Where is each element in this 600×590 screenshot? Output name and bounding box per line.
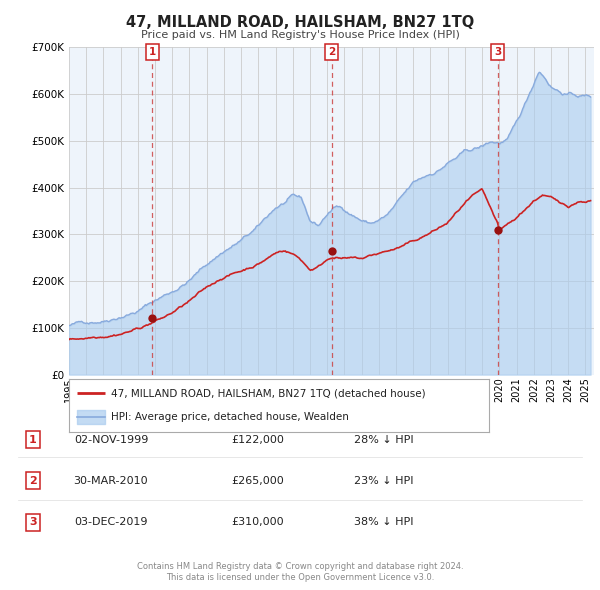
Text: Contains HM Land Registry data © Crown copyright and database right 2024.: Contains HM Land Registry data © Crown c… (137, 562, 463, 571)
Text: £310,000: £310,000 (232, 517, 284, 527)
Text: 30-MAR-2010: 30-MAR-2010 (74, 476, 148, 486)
Text: 47, MILLAND ROAD, HAILSHAM, BN27 1TQ: 47, MILLAND ROAD, HAILSHAM, BN27 1TQ (126, 15, 474, 30)
Text: 2: 2 (29, 476, 37, 486)
Text: £122,000: £122,000 (232, 435, 284, 444)
Text: 28% ↓ HPI: 28% ↓ HPI (354, 435, 414, 444)
Text: 1: 1 (29, 435, 37, 444)
Text: 23% ↓ HPI: 23% ↓ HPI (354, 476, 414, 486)
Text: 1: 1 (149, 47, 156, 57)
Text: 38% ↓ HPI: 38% ↓ HPI (354, 517, 414, 527)
Text: 47, MILLAND ROAD, HAILSHAM, BN27 1TQ (detached house): 47, MILLAND ROAD, HAILSHAM, BN27 1TQ (de… (111, 388, 425, 398)
Text: 02-NOV-1999: 02-NOV-1999 (74, 435, 148, 444)
Text: 3: 3 (29, 517, 37, 527)
Text: Price paid vs. HM Land Registry's House Price Index (HPI): Price paid vs. HM Land Registry's House … (140, 30, 460, 40)
Text: 3: 3 (494, 47, 502, 57)
Text: This data is licensed under the Open Government Licence v3.0.: This data is licensed under the Open Gov… (166, 572, 434, 582)
Text: 03-DEC-2019: 03-DEC-2019 (74, 517, 148, 527)
Text: HPI: Average price, detached house, Wealden: HPI: Average price, detached house, Weal… (111, 412, 349, 422)
Text: 2: 2 (328, 47, 335, 57)
Text: £265,000: £265,000 (232, 476, 284, 486)
